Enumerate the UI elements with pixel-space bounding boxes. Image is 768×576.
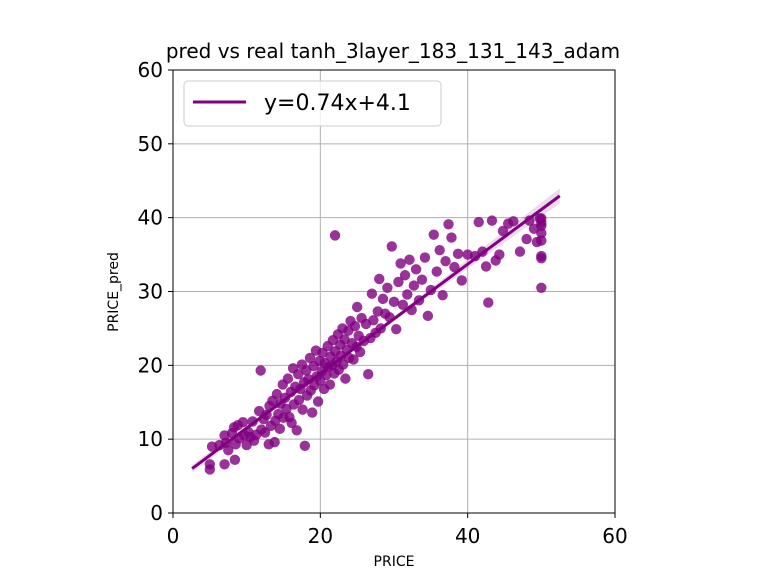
data-point-132 bbox=[416, 274, 428, 285]
data-point-110 bbox=[368, 315, 379, 326]
data-point-148 bbox=[473, 216, 484, 228]
y-tick-label-2: 20 bbox=[138, 353, 163, 377]
y-tick-label-5: 50 bbox=[138, 132, 163, 156]
data-point-119 bbox=[386, 241, 397, 252]
x-tick-label-3: 60 bbox=[602, 524, 627, 548]
data-point-141 bbox=[443, 219, 454, 230]
data-point-158 bbox=[514, 246, 526, 257]
x-axis-ticks: 0 20 40 60 bbox=[167, 513, 628, 548]
data-point-42 bbox=[282, 373, 294, 384]
data-point-7 bbox=[223, 445, 234, 456]
data-point-60 bbox=[304, 352, 316, 364]
data-point-150 bbox=[480, 261, 492, 272]
data-point-1 bbox=[204, 459, 216, 470]
data-point-26 bbox=[259, 427, 271, 438]
data-point-122 bbox=[393, 276, 404, 288]
data-point-140 bbox=[440, 256, 451, 267]
data-point-129 bbox=[408, 280, 420, 291]
data-point-50 bbox=[293, 368, 304, 380]
data-point-117 bbox=[382, 282, 393, 294]
data-point-67 bbox=[312, 396, 324, 407]
data-point-23 bbox=[255, 365, 266, 376]
x-tick-label-0: 0 bbox=[167, 524, 180, 548]
y-tick-label-6: 60 bbox=[138, 58, 163, 82]
data-point-98 bbox=[348, 354, 359, 365]
data-point-159 bbox=[521, 233, 532, 245]
data-point-56 bbox=[299, 440, 311, 452]
data-point-126 bbox=[402, 289, 413, 300]
chart-title: pred vs real tanh_3layer_183_131_143_ada… bbox=[166, 39, 620, 63]
data-point-123 bbox=[395, 258, 406, 269]
data-point-154 bbox=[494, 249, 505, 260]
data-point-145 bbox=[456, 275, 467, 286]
data-point-14 bbox=[237, 416, 249, 428]
legend-entry-fit: y=0.74x+4.1 bbox=[264, 91, 411, 116]
data-point-54 bbox=[297, 404, 308, 415]
fit-line bbox=[191, 194, 561, 470]
x-tick-label-2: 40 bbox=[455, 524, 480, 548]
data-point-167 bbox=[536, 235, 547, 246]
y-tick-label-0: 0 bbox=[150, 501, 163, 525]
data-point-115 bbox=[377, 293, 389, 305]
data-point-168 bbox=[536, 227, 547, 239]
data-point-125 bbox=[399, 270, 411, 281]
data-point-134 bbox=[422, 310, 434, 322]
y-tick-label-1: 10 bbox=[138, 427, 163, 451]
data-point-164 bbox=[536, 282, 547, 294]
data-point-151 bbox=[483, 297, 494, 308]
data-point-34 bbox=[271, 388, 283, 400]
data-point-77 bbox=[324, 379, 336, 390]
data-point-99 bbox=[349, 321, 361, 332]
data-point-143 bbox=[449, 261, 460, 273]
data-point-152 bbox=[486, 215, 498, 226]
data-point-133 bbox=[419, 252, 431, 263]
y-tick-label-4: 40 bbox=[138, 206, 163, 230]
fit-line-group bbox=[191, 188, 561, 473]
data-point-101 bbox=[351, 301, 363, 313]
data-point-36 bbox=[274, 423, 286, 435]
data-point-138 bbox=[434, 244, 445, 256]
data-point-127 bbox=[404, 254, 415, 265]
x-axis-label: PRICE bbox=[374, 554, 415, 570]
data-point-45 bbox=[286, 417, 297, 429]
data-point-90 bbox=[337, 359, 349, 370]
data-point-10 bbox=[229, 454, 241, 466]
data-point-137 bbox=[431, 266, 442, 277]
data-point-136 bbox=[428, 229, 439, 240]
y-axis-label: PRICE_pred bbox=[106, 252, 122, 332]
y-tick-label-3: 30 bbox=[138, 280, 163, 304]
data-point-103 bbox=[354, 346, 366, 358]
data-point-166 bbox=[536, 250, 547, 262]
data-point-32 bbox=[269, 436, 280, 448]
data-point-113 bbox=[374, 273, 385, 285]
data-point-139 bbox=[437, 289, 448, 301]
data-point-62 bbox=[307, 407, 318, 418]
data-point-51 bbox=[293, 394, 305, 406]
data-point-130 bbox=[410, 264, 422, 275]
legend: y=0.74x+4.1 bbox=[183, 80, 442, 127]
data-points bbox=[204, 213, 547, 475]
data-point-4 bbox=[219, 459, 230, 470]
data-point-157 bbox=[508, 216, 519, 227]
data-point-144 bbox=[452, 248, 464, 260]
data-point-142 bbox=[446, 232, 457, 243]
data-point-83 bbox=[329, 230, 341, 241]
data-point-155 bbox=[497, 225, 509, 237]
data-point-107 bbox=[363, 368, 374, 380]
data-point-120 bbox=[388, 296, 400, 308]
data-point-92 bbox=[340, 373, 351, 384]
data-point-124 bbox=[397, 299, 409, 310]
x-tick-label-1: 20 bbox=[308, 524, 333, 548]
data-point-109 bbox=[366, 288, 378, 299]
y-axis-ticks: 0 10 20 30 40 50 60 bbox=[138, 58, 173, 525]
data-point-121 bbox=[391, 323, 402, 335]
data-point-171 bbox=[536, 213, 547, 224]
data-point-49 bbox=[291, 425, 302, 436]
legend-box bbox=[183, 80, 442, 127]
